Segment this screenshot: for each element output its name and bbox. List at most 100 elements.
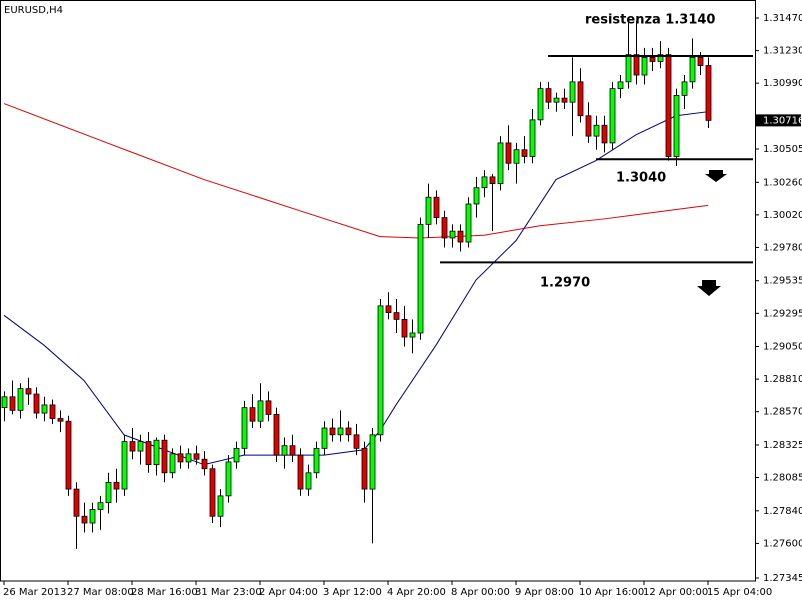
candle-body	[513, 149, 520, 164]
annotation: 1.2970	[540, 276, 590, 291]
current-price-label: 1.30716	[763, 115, 802, 126]
y-tick-label: 1.27840	[763, 506, 802, 517]
candle-body	[257, 400, 264, 422]
candle-body	[145, 441, 152, 466]
candle-body	[57, 418, 64, 422]
candle-body	[409, 332, 416, 338]
candle-body	[121, 441, 128, 490]
y-tick-label: 1.28810	[763, 374, 802, 385]
candle-body	[105, 481, 112, 504]
y-tick-label: 1.29050	[763, 342, 802, 353]
x-tick-label: 4 Apr 20:00	[387, 587, 446, 598]
candle-body	[625, 54, 632, 83]
candle-body	[489, 176, 496, 185]
candle-body	[273, 414, 280, 456]
candle-body	[129, 441, 136, 452]
candle-body	[249, 407, 256, 422]
down-arrow	[697, 280, 721, 296]
x-tick-label: 26 Mar 2013	[3, 587, 66, 598]
candle-body	[313, 447, 320, 474]
chart-title: EURUSD,H4	[4, 5, 63, 16]
candle-body	[89, 509, 96, 524]
candle-body	[361, 447, 368, 490]
candle-body	[569, 81, 576, 103]
candle-body	[689, 56, 696, 83]
candle-body	[241, 407, 248, 449]
y-tick-label: 1.27345	[763, 573, 802, 584]
candle-body	[577, 81, 584, 117]
x-tick-label: 15 Apr 04:00	[707, 587, 772, 598]
candle-body	[545, 88, 552, 103]
candle-body	[329, 427, 336, 436]
candle-body	[49, 404, 56, 419]
candle-body	[185, 453, 192, 463]
candle-body	[345, 427, 352, 436]
y-tick-label: 1.31470	[763, 13, 802, 24]
y-tick-label: 1.27600	[763, 538, 802, 549]
candle-body	[25, 388, 32, 395]
candle-body	[465, 203, 472, 243]
candle-body	[497, 142, 504, 185]
candle-body	[473, 187, 480, 205]
plot-frame	[0, 0, 756, 582]
y-tick-label: 1.28085	[763, 473, 802, 484]
candle-body	[9, 396, 16, 411]
candle-body	[705, 65, 712, 121]
candle-body	[225, 461, 232, 497]
candle-body	[673, 95, 680, 157]
candle-body	[33, 393, 40, 414]
moving-average	[3, 103, 709, 239]
candle-body	[73, 488, 80, 517]
candle-body	[177, 453, 184, 463]
candle-body	[281, 445, 288, 456]
candle-body	[113, 481, 120, 490]
y-tick-label: 1.30260	[763, 177, 802, 188]
candle-body	[617, 81, 624, 90]
x-tick-label: 2 Apr 04:00	[259, 587, 318, 598]
y-tick-label: 1.30505	[763, 144, 802, 155]
candle-body	[697, 56, 704, 66]
candle-body	[265, 400, 272, 415]
candle-body	[529, 119, 536, 157]
annotation: resistenza 1.3140	[585, 13, 715, 28]
candle-body	[81, 515, 88, 524]
candle-body	[97, 502, 104, 510]
y-tick-label: 1.31230	[763, 46, 802, 57]
candle-body	[401, 318, 408, 338]
x-tick-label: 10 Apr 16:00	[579, 587, 644, 598]
candle-body	[369, 434, 376, 490]
candle-body	[641, 56, 648, 76]
candle-body	[593, 124, 600, 137]
x-tick-label: 8 Apr 00:00	[451, 587, 510, 598]
candle-body	[377, 305, 384, 436]
candle-body	[217, 495, 224, 517]
candle-body	[337, 427, 344, 436]
candle-body	[657, 54, 664, 62]
candle-body	[481, 176, 488, 189]
y-tick-label: 1.29780	[763, 242, 802, 253]
y-tick-label: 1.30020	[763, 210, 802, 221]
candle-body	[1, 396, 8, 409]
candle-body	[161, 439, 168, 474]
candle-body	[609, 88, 616, 144]
candle-body	[537, 88, 544, 121]
x-tick-label: 28 Mar 16:00	[131, 587, 198, 598]
x-tick-label: 3 Apr 12:00	[323, 587, 382, 598]
x-tick-label: 9 Apr 08:00	[515, 587, 574, 598]
candle-body	[553, 97, 560, 103]
candle-body	[425, 196, 432, 225]
y-tick-label: 1.29535	[763, 276, 802, 287]
candle-body	[441, 217, 448, 239]
y-tick-label: 1.30990	[763, 78, 802, 89]
candle-body	[65, 420, 72, 490]
candle-body	[289, 445, 296, 456]
candle-body	[153, 439, 160, 466]
x-tick-label: 27 Mar 08:00	[67, 587, 134, 598]
y-tick-label: 1.28570	[763, 407, 802, 418]
candle-body	[665, 54, 672, 157]
candle-body	[561, 97, 568, 103]
candle-body	[41, 404, 48, 414]
candle-body	[433, 196, 440, 218]
candle-body	[601, 124, 608, 144]
